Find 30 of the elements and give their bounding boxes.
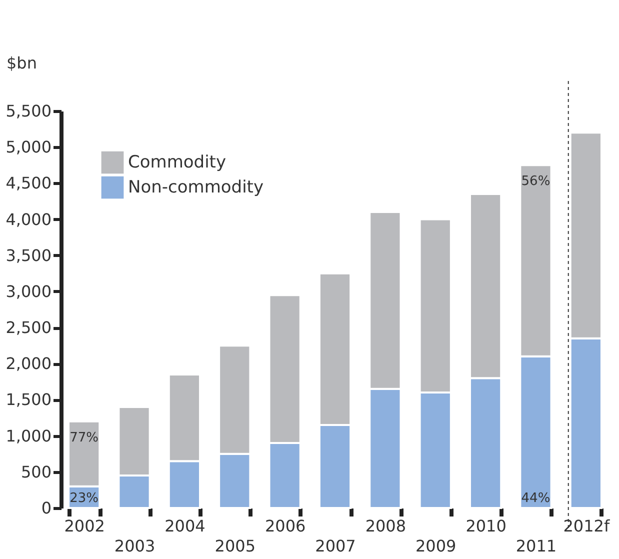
annotation: 23% [70, 491, 99, 506]
x-tick-label: 2008 [365, 516, 406, 536]
x-tick-label: 2010 [466, 516, 506, 536]
y-tick-label: 4,000 [6, 210, 52, 229]
y-tick-label: 1,500 [6, 390, 52, 410]
annotation: 44% [521, 491, 550, 506]
x-tick-label: 2011 [516, 536, 557, 556]
y-tick-label: 0 [41, 498, 52, 518]
x-tick-label: 2006 [264, 516, 306, 536]
legend-label: Non-commodity [128, 178, 264, 198]
annotation: 56% [521, 174, 550, 190]
y-tick-label: 3,000 [6, 282, 52, 301]
x-tick-label: 2007 [315, 536, 356, 556]
x-tick-label: 2009 [416, 536, 456, 556]
x-tick-label: 2004 [164, 516, 206, 536]
y-tick-label: 3,500 [6, 246, 52, 265]
x-tick-label: 2005 [214, 536, 256, 556]
y-tick-label: 2,000 [6, 354, 52, 374]
y-tick-label: 5,500 [6, 102, 52, 120]
y-axis-title: $bn [6, 54, 37, 72]
x-tick-label: 2012f [563, 516, 610, 536]
y-tick-label: 4,500 [6, 174, 52, 193]
y-tick-label: 5,000 [6, 138, 52, 157]
y-tick-label: 2,500 [6, 318, 52, 338]
legend-label: Commodity [128, 152, 226, 172]
x-tick-label: 2003 [114, 536, 156, 556]
y-tick-label: 500 [20, 462, 52, 482]
y-tick-label: 1,000 [6, 426, 52, 446]
x-tick-label: 2002 [64, 516, 105, 536]
annotation: 77% [70, 430, 99, 446]
